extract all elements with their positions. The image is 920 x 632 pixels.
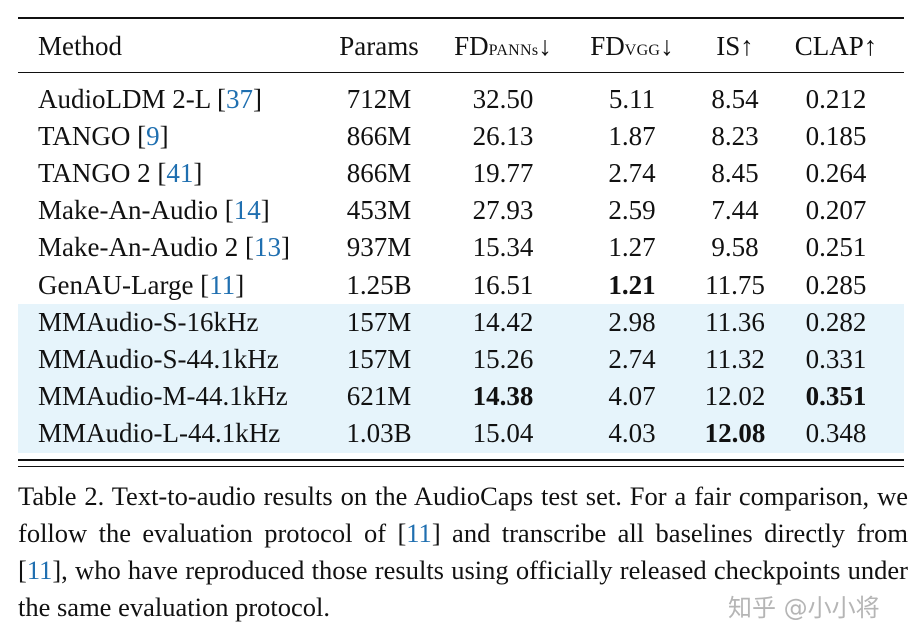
is-cell: 9.58 [711, 232, 759, 262]
fd-vgg-cell: 2.59 [608, 195, 656, 225]
header-params: Params [339, 31, 419, 61]
citation-link[interactable]: 13 [253, 232, 281, 262]
fd-vgg-cell: 2.98 [608, 307, 656, 337]
method-cell: MMAudio-S-44.1kHz [38, 344, 279, 374]
fd-panns-cell: 19.77 [472, 158, 534, 188]
fd-panns-cell: 16.51 [472, 270, 534, 300]
header-is: IS↑ [716, 31, 754, 61]
header-method: Method [38, 31, 122, 61]
table-caption: Table 2. Text-to-audio results on the Au… [18, 481, 908, 622]
clap-cell: 0.212 [805, 84, 867, 114]
is-cell: 12.02 [704, 381, 766, 411]
citation-link[interactable]: 41 [166, 158, 194, 188]
fd-panns-cell: 15.34 [472, 232, 534, 262]
fd-vgg-cell: 1.21 [608, 270, 656, 300]
params-cell: 157M [346, 307, 412, 337]
citation-link[interactable]: 9 [146, 121, 160, 151]
header-clap: CLAP↑ [794, 31, 878, 61]
method-cell: Make-An-Audio 2 [13] [38, 232, 290, 262]
fd-vgg-cell: 4.07 [608, 381, 656, 411]
fd-vgg-cell: 2.74 [608, 344, 656, 374]
params-cell: 712M [346, 84, 412, 114]
method-cell: GenAU-Large [11] [38, 270, 245, 300]
params-cell: 1.03B [346, 418, 412, 448]
fd-vgg-cell: 4.03 [608, 418, 656, 448]
is-cell: 12.08 [704, 418, 766, 448]
zhihu-watermark: 知乎 @小小将 [728, 594, 880, 622]
fd-vgg-cell: 1.87 [608, 121, 656, 151]
fd-vgg-cell: 2.74 [608, 158, 656, 188]
citation-link[interactable]: 14 [233, 195, 261, 225]
fd-vgg-cell: 5.11 [608, 84, 656, 114]
method-cell: TANGO [9] [38, 121, 169, 151]
header-fd-panns: FDPANNs↓ [454, 31, 552, 61]
clap-cell: 0.282 [805, 307, 867, 337]
params-cell: 1.25B [346, 270, 412, 300]
is-cell: 8.23 [711, 121, 759, 151]
caption-citation-link[interactable]: 11 [26, 555, 53, 585]
clap-cell: 0.331 [805, 344, 867, 374]
fd-panns-cell: 15.04 [472, 418, 534, 448]
clap-cell: 0.285 [805, 270, 867, 300]
fd-panns-cell: 27.93 [472, 195, 534, 225]
method-cell: AudioLDM 2-L [37] [38, 84, 262, 114]
top-rule [18, 17, 904, 19]
method-cell: MMAudio-M-44.1kHz [38, 381, 288, 411]
is-cell: 11.75 [705, 270, 765, 300]
fd-panns-cell: 14.42 [472, 307, 534, 337]
is-cell: 7.44 [711, 195, 759, 225]
bottom-rule-thick [18, 459, 904, 461]
is-cell: 11.32 [705, 344, 765, 374]
clap-cell: 0.185 [805, 121, 867, 151]
bottom-rule-thin [18, 466, 904, 468]
clap-cell: 0.264 [805, 158, 867, 188]
clap-cell: 0.251 [805, 232, 867, 262]
clap-cell: 0.207 [805, 195, 867, 225]
method-cell: MMAudio-S-16kHz [38, 307, 259, 337]
params-cell: 866M [346, 121, 412, 151]
fd-panns-cell: 26.13 [472, 121, 534, 151]
method-cell: MMAudio-L-44.1kHz [38, 418, 281, 448]
params-cell: 157M [346, 344, 412, 374]
fd-panns-cell: 32.50 [472, 84, 534, 114]
caption-citation-link[interactable]: 11 [406, 518, 432, 548]
is-cell: 11.36 [705, 307, 765, 337]
is-cell: 8.45 [711, 158, 759, 188]
header-rule [18, 72, 904, 74]
params-cell: 453M [346, 195, 412, 225]
clap-cell: 0.351 [805, 381, 867, 411]
params-cell: 621M [346, 381, 412, 411]
fd-panns-cell: 14.38 [472, 381, 534, 411]
params-cell: 937M [346, 232, 412, 262]
clap-cell: 0.348 [805, 418, 867, 448]
fd-panns-cell: 15.26 [472, 344, 534, 374]
method-cell: TANGO 2 [41] [38, 158, 203, 188]
params-cell: 866M [346, 158, 412, 188]
fd-vgg-cell: 1.27 [608, 232, 656, 262]
citation-link[interactable]: 37 [225, 84, 253, 114]
citation-link[interactable]: 11 [209, 270, 236, 300]
is-cell: 8.54 [711, 84, 759, 114]
header-fd-vgg: FDVGG↓ [590, 31, 674, 61]
mmaudio-highlight-band [18, 304, 904, 453]
method-cell: Make-An-Audio [14] [38, 195, 270, 225]
